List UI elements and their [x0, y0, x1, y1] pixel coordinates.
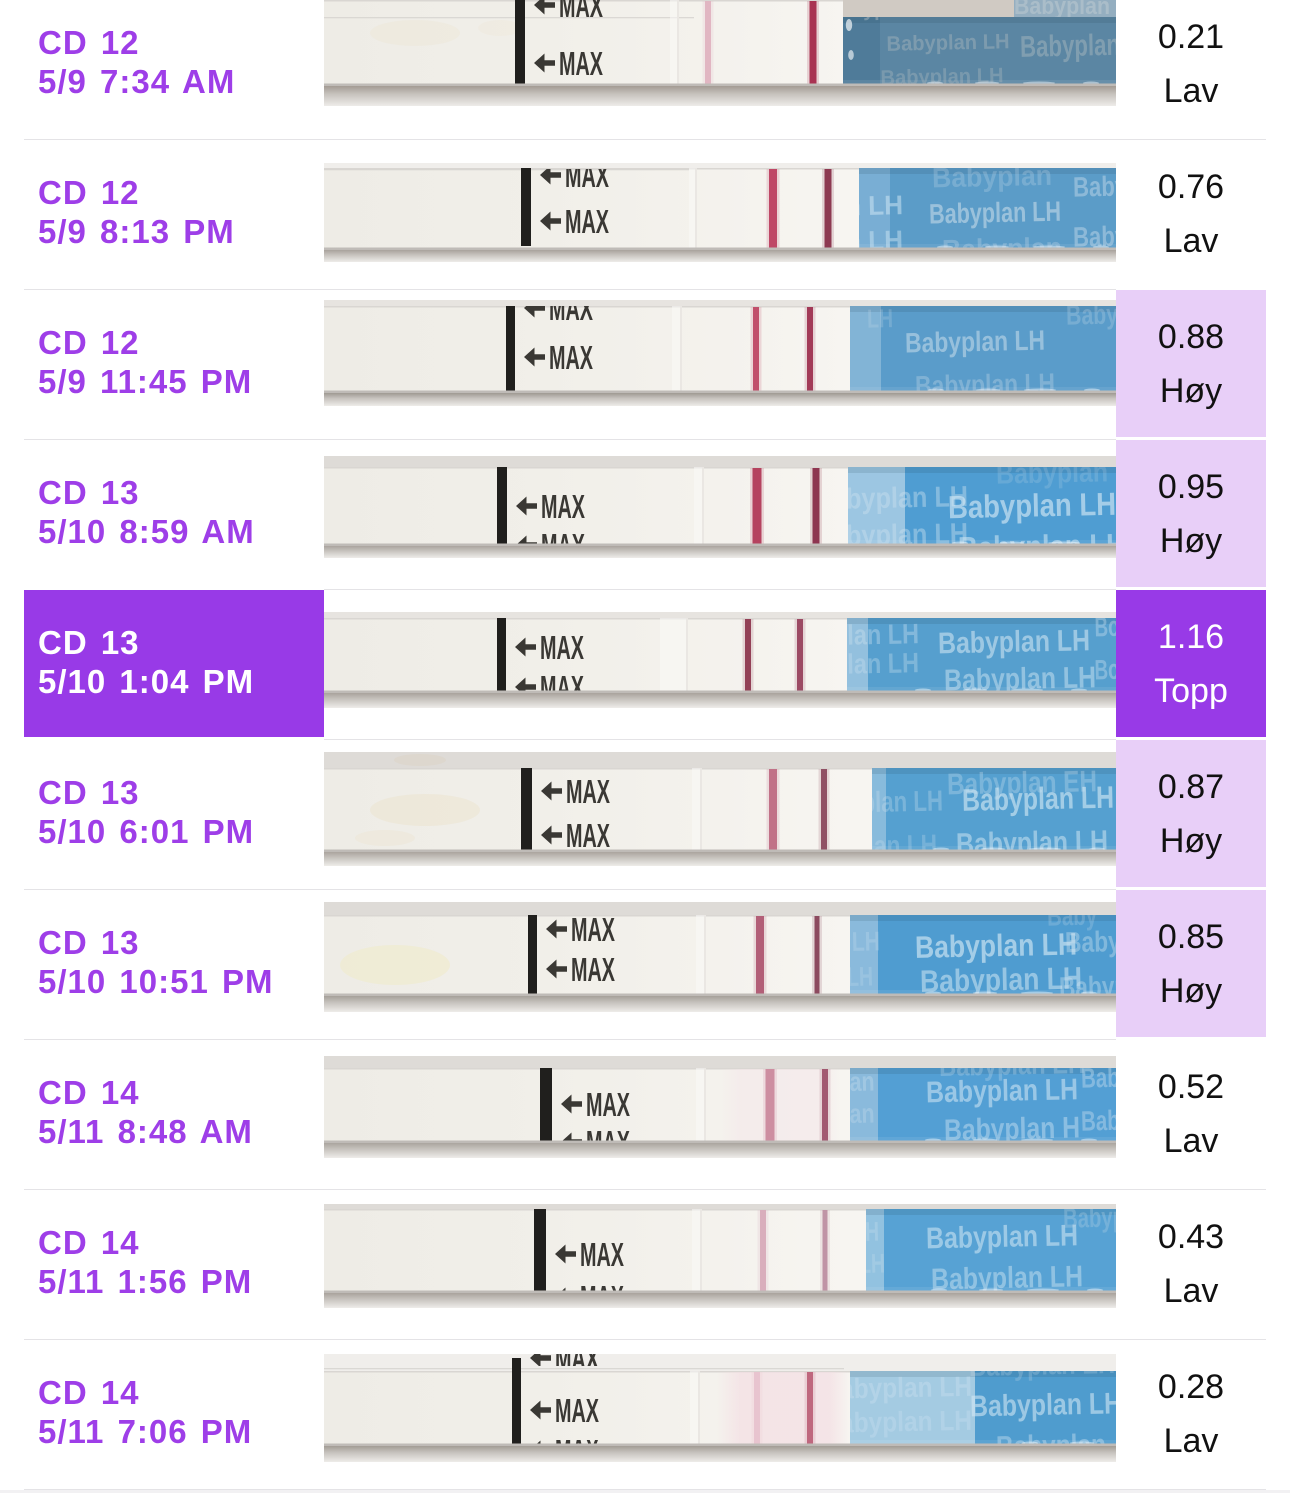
svg-text:Babyplan LH: Babyplan LH [915, 368, 1056, 402]
svg-text:Baby: Baby [1081, 1105, 1116, 1137]
svg-text:Babyplan: Babyplan [932, 163, 1053, 193]
svg-text:n LH: n LH [845, 190, 904, 221]
svg-text:Babyplan LH: Babyplan LH [905, 325, 1046, 359]
svg-text:Babyplan LH: Babyplan LH [938, 624, 1091, 660]
svg-text:MAX: MAX [580, 1279, 624, 1308]
svg-text:MAX: MAX [566, 773, 610, 810]
svg-text:Babyplan: Babyplan [996, 456, 1109, 490]
svg-text:MAX: MAX [549, 300, 593, 327]
svg-text:plan LH: plan LH [833, 647, 920, 680]
svg-text:Babyplan: Babyplan [1014, 0, 1110, 20]
svg-text:MAX: MAX [540, 629, 584, 666]
svg-text:abyplan LH: abyplan LH [840, 1371, 973, 1405]
svg-text:MAX: MAX [555, 1354, 599, 1377]
svg-text:Bo: Bo [1094, 654, 1116, 686]
svg-text:Babyplan LH: Babyplan LH [956, 824, 1109, 862]
svg-text:Baby: Baby [1066, 300, 1116, 331]
svg-text:MAX: MAX [565, 203, 609, 240]
svg-text:MAX: MAX [555, 1392, 599, 1429]
svg-text:abyplan LH: abyplan LH [840, 1405, 973, 1439]
svg-text:n LH: n LH [845, 225, 904, 256]
svg-text:Babyplan LH: Babyplan LH [929, 196, 1062, 230]
svg-text:an: an [849, 1066, 875, 1097]
svg-text:Baby: Baby [1073, 221, 1116, 253]
svg-text:Babyplan LH: Babyplan LH [962, 780, 1115, 818]
svg-text:MAX: MAX [549, 339, 593, 376]
svg-text:Babyplan EH: Babyplan EH [969, 1354, 1116, 1383]
svg-text:Babyplan: Babyplan [996, 1429, 1107, 1462]
svg-text:Baby: Baby [1047, 902, 1098, 932]
svg-text:MAX: MAX [559, 45, 603, 82]
svg-text:Babyplan LH: Babyplan LH [880, 64, 1003, 90]
svg-text:MAX: MAX [571, 911, 615, 948]
svg-text:MAX: MAX [566, 817, 610, 854]
svg-text:Baby: Baby [1073, 171, 1116, 203]
svg-text:MAX: MAX [541, 488, 585, 525]
svg-text:Babyplan LH: Babyplan LH [915, 926, 1078, 964]
svg-text:MAX: MAX [586, 1086, 630, 1123]
svg-text:plan LH: plan LH [833, 618, 920, 651]
svg-text:MAX: MAX [559, 0, 603, 24]
svg-text:Babyplan LH: Babyplan LH [958, 527, 1116, 558]
svg-text:Babyp: Babyp [1063, 1204, 1116, 1234]
svg-text:Babyplan LH: Babyplan LH [826, 0, 946, 22]
svg-text:MAX: MAX [586, 1124, 630, 1158]
svg-text:MAX: MAX [580, 1236, 624, 1273]
svg-text:Babyplan: Babyplan [942, 232, 1063, 262]
svg-text:Babyplan LH: Babyplan LH [886, 30, 1009, 56]
svg-text:Babyplan H: Babyplan H [944, 1111, 1081, 1147]
svg-text:MAX: MAX [571, 951, 615, 988]
svg-text:Babypl: Babypl [1065, 926, 1116, 960]
svg-text:Baby: Baby [1081, 1062, 1116, 1094]
svg-text:MAX: MAX [540, 669, 584, 706]
svg-text:MAX: MAX [565, 163, 609, 194]
svg-text:Babyplan LH: Babyplan LH [970, 1387, 1116, 1423]
svg-text:LH: LH [867, 303, 894, 334]
svg-text:an: an [849, 1098, 875, 1129]
svg-text:Babyplan LH: Babyplan LH [944, 661, 1097, 697]
svg-text:Babyplan EH: Babyplan EH [939, 1056, 1086, 1083]
svg-text:LH: LH [859, 1248, 886, 1279]
svg-text:Babyplan LH: Babyplan LH [931, 1260, 1084, 1296]
svg-text:MAX: MAX [541, 527, 585, 558]
svg-text:Babyplan LH: Babyplan LH [948, 486, 1116, 526]
svg-text:Babyplan LH: Babyplan LH [920, 960, 1083, 998]
svg-text:MAX: MAX [555, 1432, 599, 1462]
svg-text:abyplan LH: abyplan LH [832, 518, 969, 553]
svg-text:yplan LH: yplan LH [849, 785, 944, 819]
svg-text:Babyplan LH: Babyplan LH [926, 1073, 1079, 1109]
svg-text:Babyplan: Babyplan [1020, 29, 1116, 64]
svg-text:H: H [865, 1217, 880, 1247]
svg-text:Babyplan LH: Babyplan LH [926, 1219, 1079, 1255]
svg-text:i LH: i LH [840, 926, 881, 957]
svg-text:LH: LH [847, 961, 874, 992]
svg-text:Bo: Bo [1094, 612, 1116, 642]
svg-text:Babyplan EH: Babyplan EH [947, 765, 1098, 801]
svg-text:abyplan LH: abyplan LH [832, 481, 969, 516]
svg-text:ylan LH: ylan LH [855, 830, 938, 864]
svg-text:Babypla: Babypla [1059, 971, 1116, 1005]
